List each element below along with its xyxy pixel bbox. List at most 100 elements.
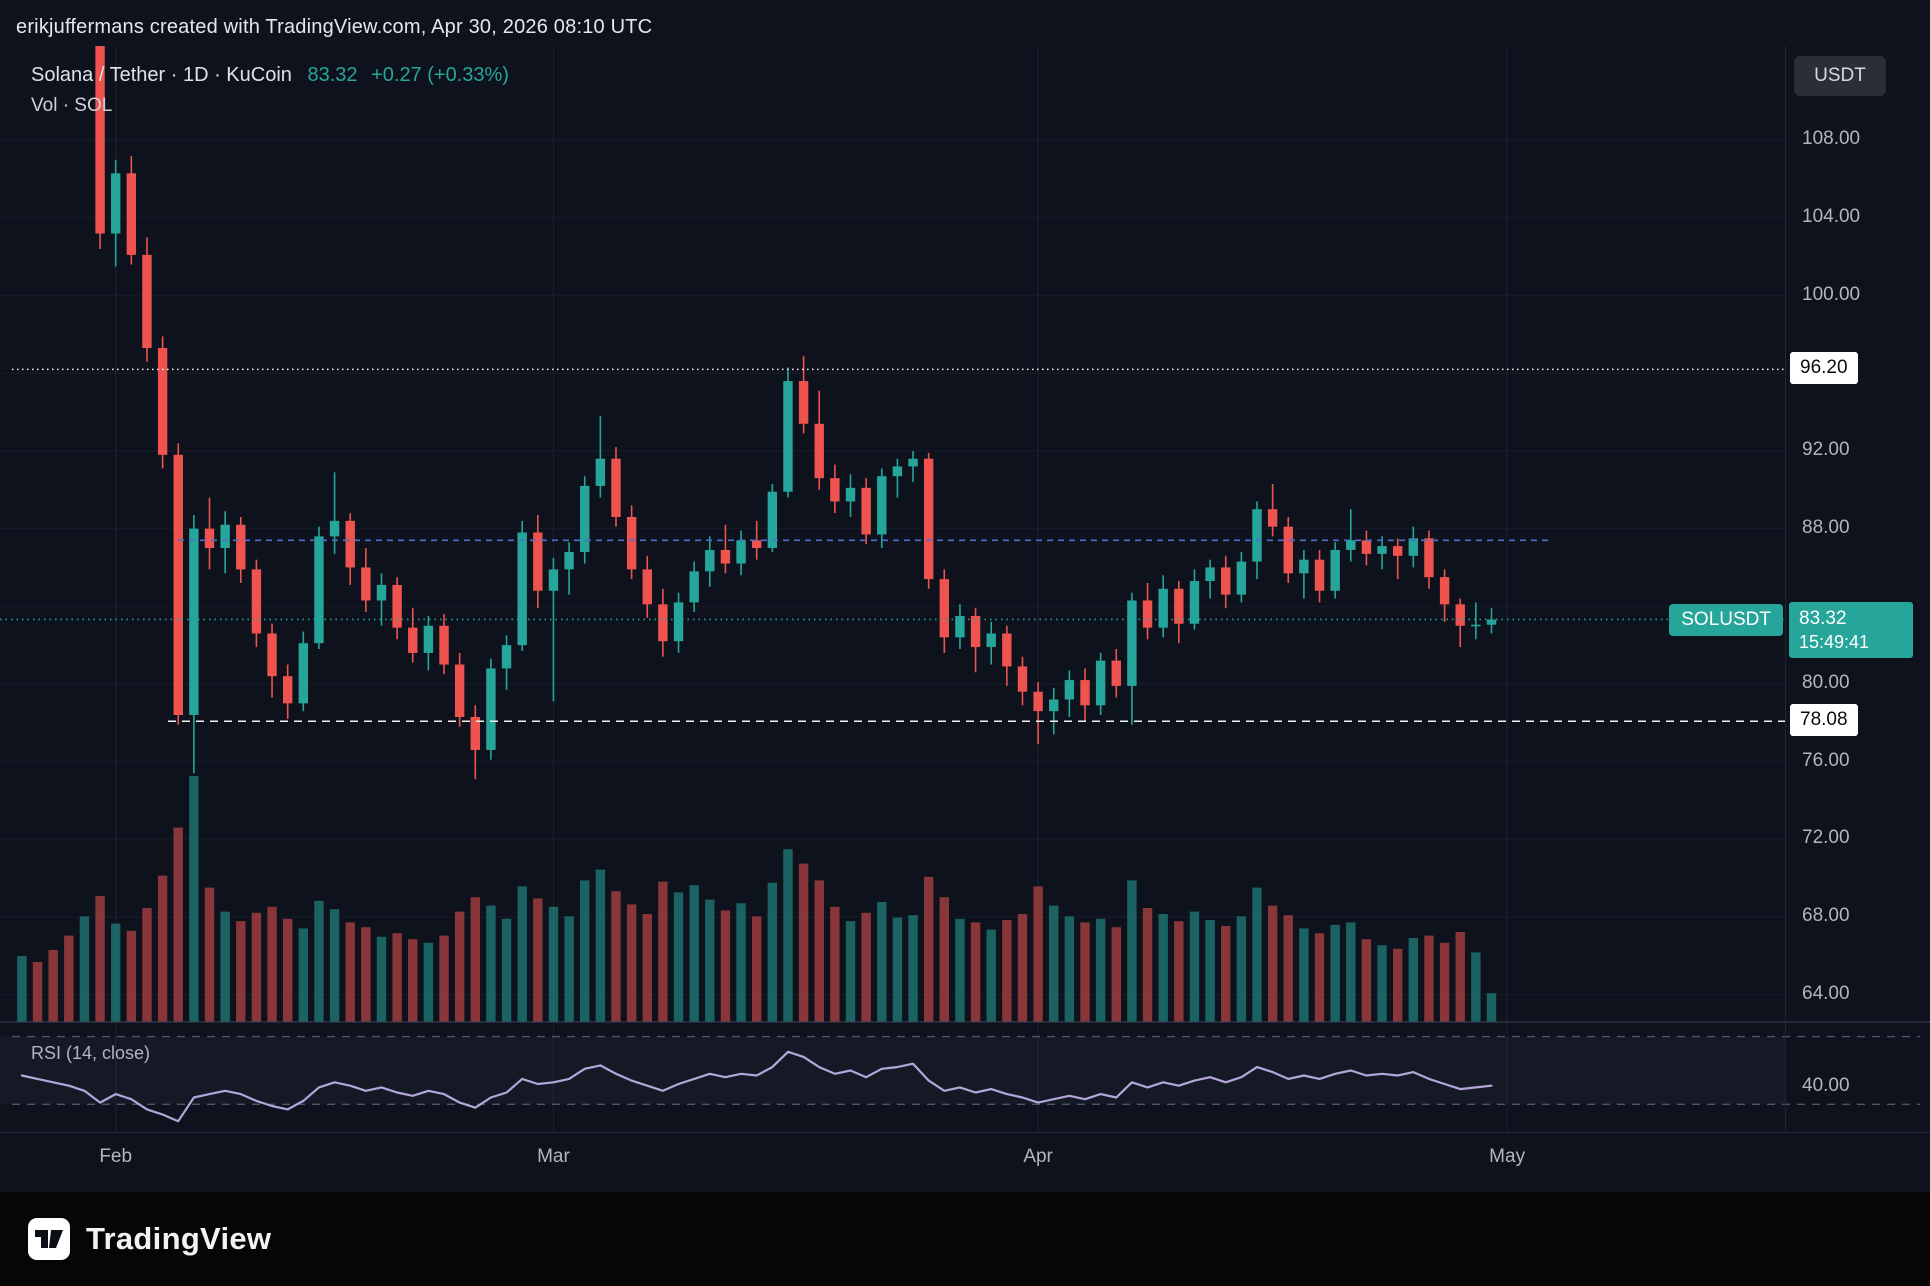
candle-body — [392, 584, 402, 628]
candle-body — [1330, 549, 1340, 591]
volume-bar — [1267, 905, 1278, 1022]
volume-bar — [877, 902, 887, 1022]
legend-volume-row: Vol · SOL — [31, 95, 509, 117]
volume-bar — [189, 776, 199, 1022]
candle-body — [1346, 540, 1356, 550]
legend-last-price: 83.32 — [307, 64, 358, 86]
candle-body — [1221, 567, 1231, 595]
candle-body — [767, 491, 778, 549]
candle-body — [1314, 559, 1325, 591]
price-pane[interactable] — [17, 0, 1497, 1022]
volume-bar — [1221, 926, 1231, 1022]
volume-bar — [783, 849, 793, 1022]
currency-toggle-button[interactable]: USDT — [1794, 56, 1886, 96]
volume-bar — [142, 908, 152, 1022]
volume-bar — [830, 906, 840, 1022]
volume-bar — [626, 904, 637, 1022]
rsi-indicator-label[interactable]: RSI (14, close) — [31, 1043, 151, 1063]
tradingview-logo-icon[interactable] — [28, 1218, 70, 1260]
candle-body — [673, 602, 684, 642]
candle-body — [736, 540, 746, 564]
candle-body — [533, 532, 543, 591]
candle-body — [705, 549, 715, 572]
candle-body — [408, 627, 418, 653]
candle-body — [95, 46, 105, 234]
candle-body — [1377, 546, 1387, 554]
candle-body — [861, 487, 871, 535]
candle-body — [64, 0, 73, 6]
volume-bar — [501, 918, 512, 1022]
candle-body — [1111, 660, 1121, 686]
volume-bar — [64, 935, 74, 1022]
volume-bar — [564, 916, 574, 1022]
footer-bar: TradingView — [0, 1192, 1930, 1286]
volume-bar — [1174, 921, 1184, 1022]
volume-bar — [1471, 952, 1481, 1022]
candle-body — [298, 643, 309, 704]
volume-bar — [376, 936, 387, 1022]
candle-body — [236, 524, 246, 570]
volume-bar — [986, 929, 996, 1022]
volume-bar — [1299, 928, 1309, 1022]
volume-bar — [1095, 918, 1106, 1022]
candle-body — [892, 466, 903, 477]
candle-body — [267, 633, 277, 677]
rsi-pane[interactable] — [20, 1050, 1493, 1123]
volume-bar — [173, 827, 183, 1022]
volume-bar — [720, 910, 731, 1022]
legend-price-change: +0.27 (+0.33%) — [371, 64, 509, 86]
candle-body — [470, 716, 480, 750]
volume-bar — [95, 896, 105, 1022]
volume-bar — [1189, 911, 1200, 1022]
volume-bar — [126, 930, 137, 1022]
volume-bar — [1158, 914, 1168, 1022]
candle-body — [1471, 624, 1481, 627]
candle-body — [1002, 633, 1012, 667]
last-price-axis-label: 83.32 15:49:41 — [1789, 602, 1913, 658]
candle-body — [1408, 538, 1419, 556]
volume-bar — [673, 892, 684, 1022]
tradingview-brand[interactable]: TradingView — [86, 1221, 272, 1256]
volume-bar — [1033, 886, 1043, 1022]
volume-bar — [705, 899, 715, 1022]
volume-bar — [314, 900, 324, 1022]
volume-bar — [1111, 927, 1121, 1022]
candle-body — [1142, 600, 1153, 628]
volume-bar — [595, 869, 606, 1022]
volume-bar — [689, 885, 699, 1022]
candle-body — [939, 579, 950, 638]
volume-bar — [392, 933, 402, 1022]
candle-body — [1127, 600, 1137, 686]
volume-bar — [251, 912, 262, 1022]
candle-body — [751, 540, 762, 549]
attribution-bar: erikjuffermans created with TradingView.… — [16, 16, 652, 39]
candle-body — [501, 645, 512, 669]
candle-body — [486, 668, 496, 750]
volume-bar — [48, 950, 58, 1022]
volume-bar — [298, 928, 309, 1022]
volume-bar — [204, 887, 215, 1022]
candle-countdown: 15:49:41 — [1799, 632, 1870, 652]
volume-bar — [580, 880, 590, 1022]
candle-body — [189, 528, 199, 716]
candle-body — [1283, 526, 1293, 574]
last-price-symbol-tag: SOLUSDT — [1669, 604, 1783, 636]
candle-body — [877, 476, 887, 535]
volume-indicator-label[interactable]: Vol · SOL — [31, 95, 113, 116]
candle-body — [626, 516, 637, 570]
candle-body — [345, 520, 355, 568]
volume-bar — [17, 956, 27, 1022]
candle-body — [1252, 509, 1262, 562]
candle-body — [845, 487, 856, 502]
volume-bar — [892, 917, 903, 1022]
candle-body — [1486, 619, 1497, 625]
volume-bar — [939, 897, 950, 1022]
volume-bar — [423, 942, 434, 1022]
candle-body — [908, 458, 918, 467]
symbol-title[interactable]: Solana / Tether · 1D · KuCoin — [31, 64, 292, 86]
volume-bar — [267, 906, 277, 1022]
candle-body — [1189, 581, 1200, 624]
volume-bar — [361, 927, 371, 1022]
